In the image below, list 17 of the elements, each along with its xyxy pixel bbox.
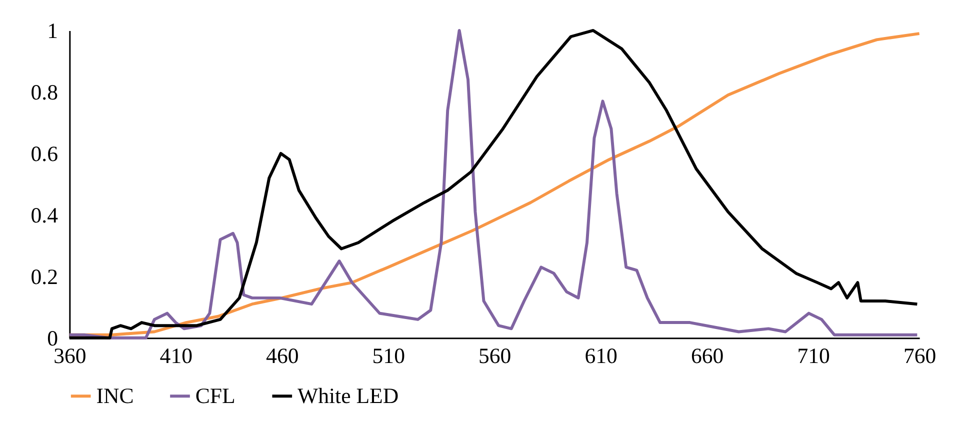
y-tick-label: 0.6: [30, 142, 58, 166]
x-tick-label: 410: [160, 344, 193, 368]
x-tick-label: 460: [266, 344, 299, 368]
legend-label: White LED: [298, 384, 399, 408]
x-tick-label: 610: [584, 344, 618, 368]
legend-label: CFL: [195, 384, 236, 408]
x-tick-label: 560: [478, 344, 512, 368]
legend-label: INC: [96, 384, 134, 408]
y-tick-label: 0.4: [30, 203, 58, 228]
y-tick-label: 0.8: [30, 80, 58, 104]
x-tick-label: 760: [903, 344, 936, 368]
y-tick-label: 1: [47, 18, 58, 43]
x-tick-label: 710: [797, 344, 830, 368]
y-tick-label: 0.2: [30, 264, 58, 289]
x-tick-label: 660: [690, 344, 724, 368]
x-tick-label: 360: [54, 344, 86, 368]
x-tick-label: 510: [372, 344, 406, 368]
